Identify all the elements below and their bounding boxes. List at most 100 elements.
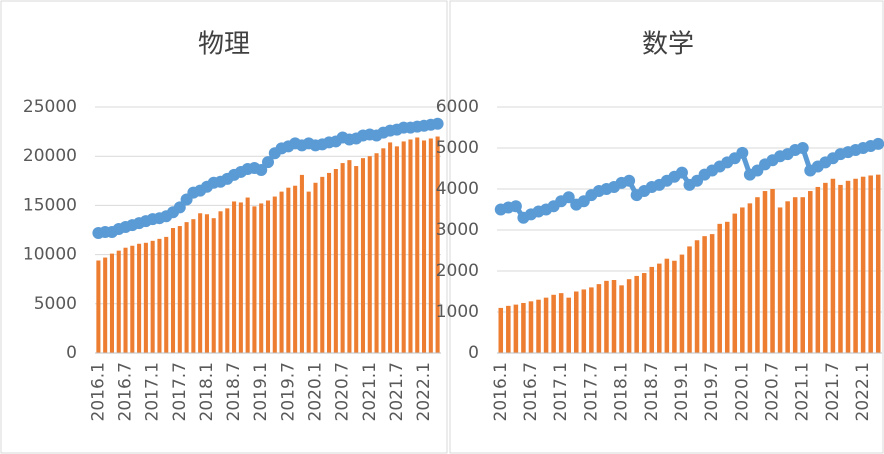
x-tick-label: 2016.1 xyxy=(88,362,108,421)
bar xyxy=(694,240,700,353)
y-tick-label: 0 xyxy=(468,343,479,363)
y-tick-label: 25000 xyxy=(23,97,77,117)
bar xyxy=(360,158,366,353)
chart-title: 数学 xyxy=(642,30,694,60)
chart-title: 物理 xyxy=(198,30,250,60)
bar xyxy=(116,250,121,353)
bar xyxy=(845,180,851,353)
y-tick-label: 6000 xyxy=(436,97,479,117)
bar xyxy=(724,221,730,353)
x-tick-label: 2018.7 xyxy=(224,362,244,421)
x-tick-label: 2021.1 xyxy=(360,362,380,421)
x-tick-label: 2018.1 xyxy=(612,362,632,421)
bar xyxy=(327,172,332,353)
y-tick-label: 5000 xyxy=(34,294,77,314)
bar xyxy=(566,297,571,353)
x-tick-label: 2020.7 xyxy=(333,362,353,421)
bar xyxy=(792,197,798,353)
bar xyxy=(551,294,556,353)
bar xyxy=(204,214,209,353)
bar xyxy=(245,197,250,353)
bar xyxy=(211,218,216,353)
bar xyxy=(374,153,379,353)
bar xyxy=(808,191,813,353)
line-marker xyxy=(623,174,636,187)
x-tick-label: 2019.1 xyxy=(251,362,271,421)
bar xyxy=(506,305,511,353)
bar xyxy=(634,275,639,353)
x-tick-label: 2020.7 xyxy=(763,362,783,421)
bar xyxy=(191,219,196,353)
x-tick-label: 2020.1 xyxy=(305,362,325,421)
bar xyxy=(408,139,413,353)
bar xyxy=(232,201,237,353)
bar xyxy=(672,260,677,353)
x-tick-label: 2022.1 xyxy=(853,362,873,421)
bar xyxy=(604,280,609,353)
bar xyxy=(498,307,504,353)
bar xyxy=(732,213,738,353)
bar xyxy=(838,184,843,353)
bar xyxy=(272,196,277,353)
bar xyxy=(513,304,519,353)
line-marker xyxy=(509,200,522,213)
bar xyxy=(830,178,836,353)
bar xyxy=(823,182,828,353)
bar xyxy=(164,236,169,353)
bar xyxy=(868,175,873,353)
bar xyxy=(619,285,624,353)
bar xyxy=(265,200,271,353)
bar xyxy=(589,287,594,353)
bar xyxy=(109,253,114,353)
bar xyxy=(388,142,393,353)
y-tick-label: 3000 xyxy=(436,220,479,240)
bar xyxy=(123,247,128,353)
line-marker xyxy=(173,201,186,214)
bar xyxy=(777,207,783,353)
bar xyxy=(755,197,760,353)
bar xyxy=(815,186,821,353)
panel-border xyxy=(449,0,884,454)
x-tick-label: 2018.7 xyxy=(642,362,662,421)
bar xyxy=(664,258,670,353)
y-tick-label: 2000 xyxy=(436,261,479,281)
bar xyxy=(574,291,579,353)
bar xyxy=(875,174,881,353)
y-tick-label: 1000 xyxy=(436,302,479,322)
x-tick-label: 2016.1 xyxy=(491,362,511,421)
bar xyxy=(709,234,715,353)
bar xyxy=(770,189,775,353)
bar xyxy=(177,226,182,353)
bar xyxy=(347,160,352,353)
line-marker xyxy=(872,137,884,150)
x-tick-label: 2017.7 xyxy=(581,362,601,421)
bar xyxy=(143,242,148,353)
bar xyxy=(394,146,399,353)
x-tick-label: 2017.1 xyxy=(551,362,571,421)
bar xyxy=(137,243,142,353)
bar xyxy=(252,206,257,353)
bar xyxy=(657,263,662,353)
bar xyxy=(785,201,790,353)
x-tick-label: 2016.7 xyxy=(521,362,541,421)
bar xyxy=(150,240,155,353)
bar xyxy=(225,208,230,353)
line-marker xyxy=(562,191,575,204)
bar xyxy=(762,191,768,353)
bar xyxy=(170,228,176,353)
bar xyxy=(367,156,372,353)
line-marker xyxy=(675,166,688,179)
y-tick-label: 5000 xyxy=(436,138,479,158)
y-tick-label: 0 xyxy=(66,343,77,363)
line-marker xyxy=(255,163,268,176)
bar xyxy=(536,299,541,353)
bar xyxy=(558,293,564,353)
x-tick-label: 2021.7 xyxy=(387,362,407,421)
bar xyxy=(543,297,549,353)
bar xyxy=(435,136,440,353)
x-tick-label: 2021.1 xyxy=(793,362,813,421)
x-tick-label: 2017.1 xyxy=(143,362,163,421)
bar xyxy=(184,222,189,353)
bar xyxy=(596,284,602,353)
bar xyxy=(293,185,298,353)
